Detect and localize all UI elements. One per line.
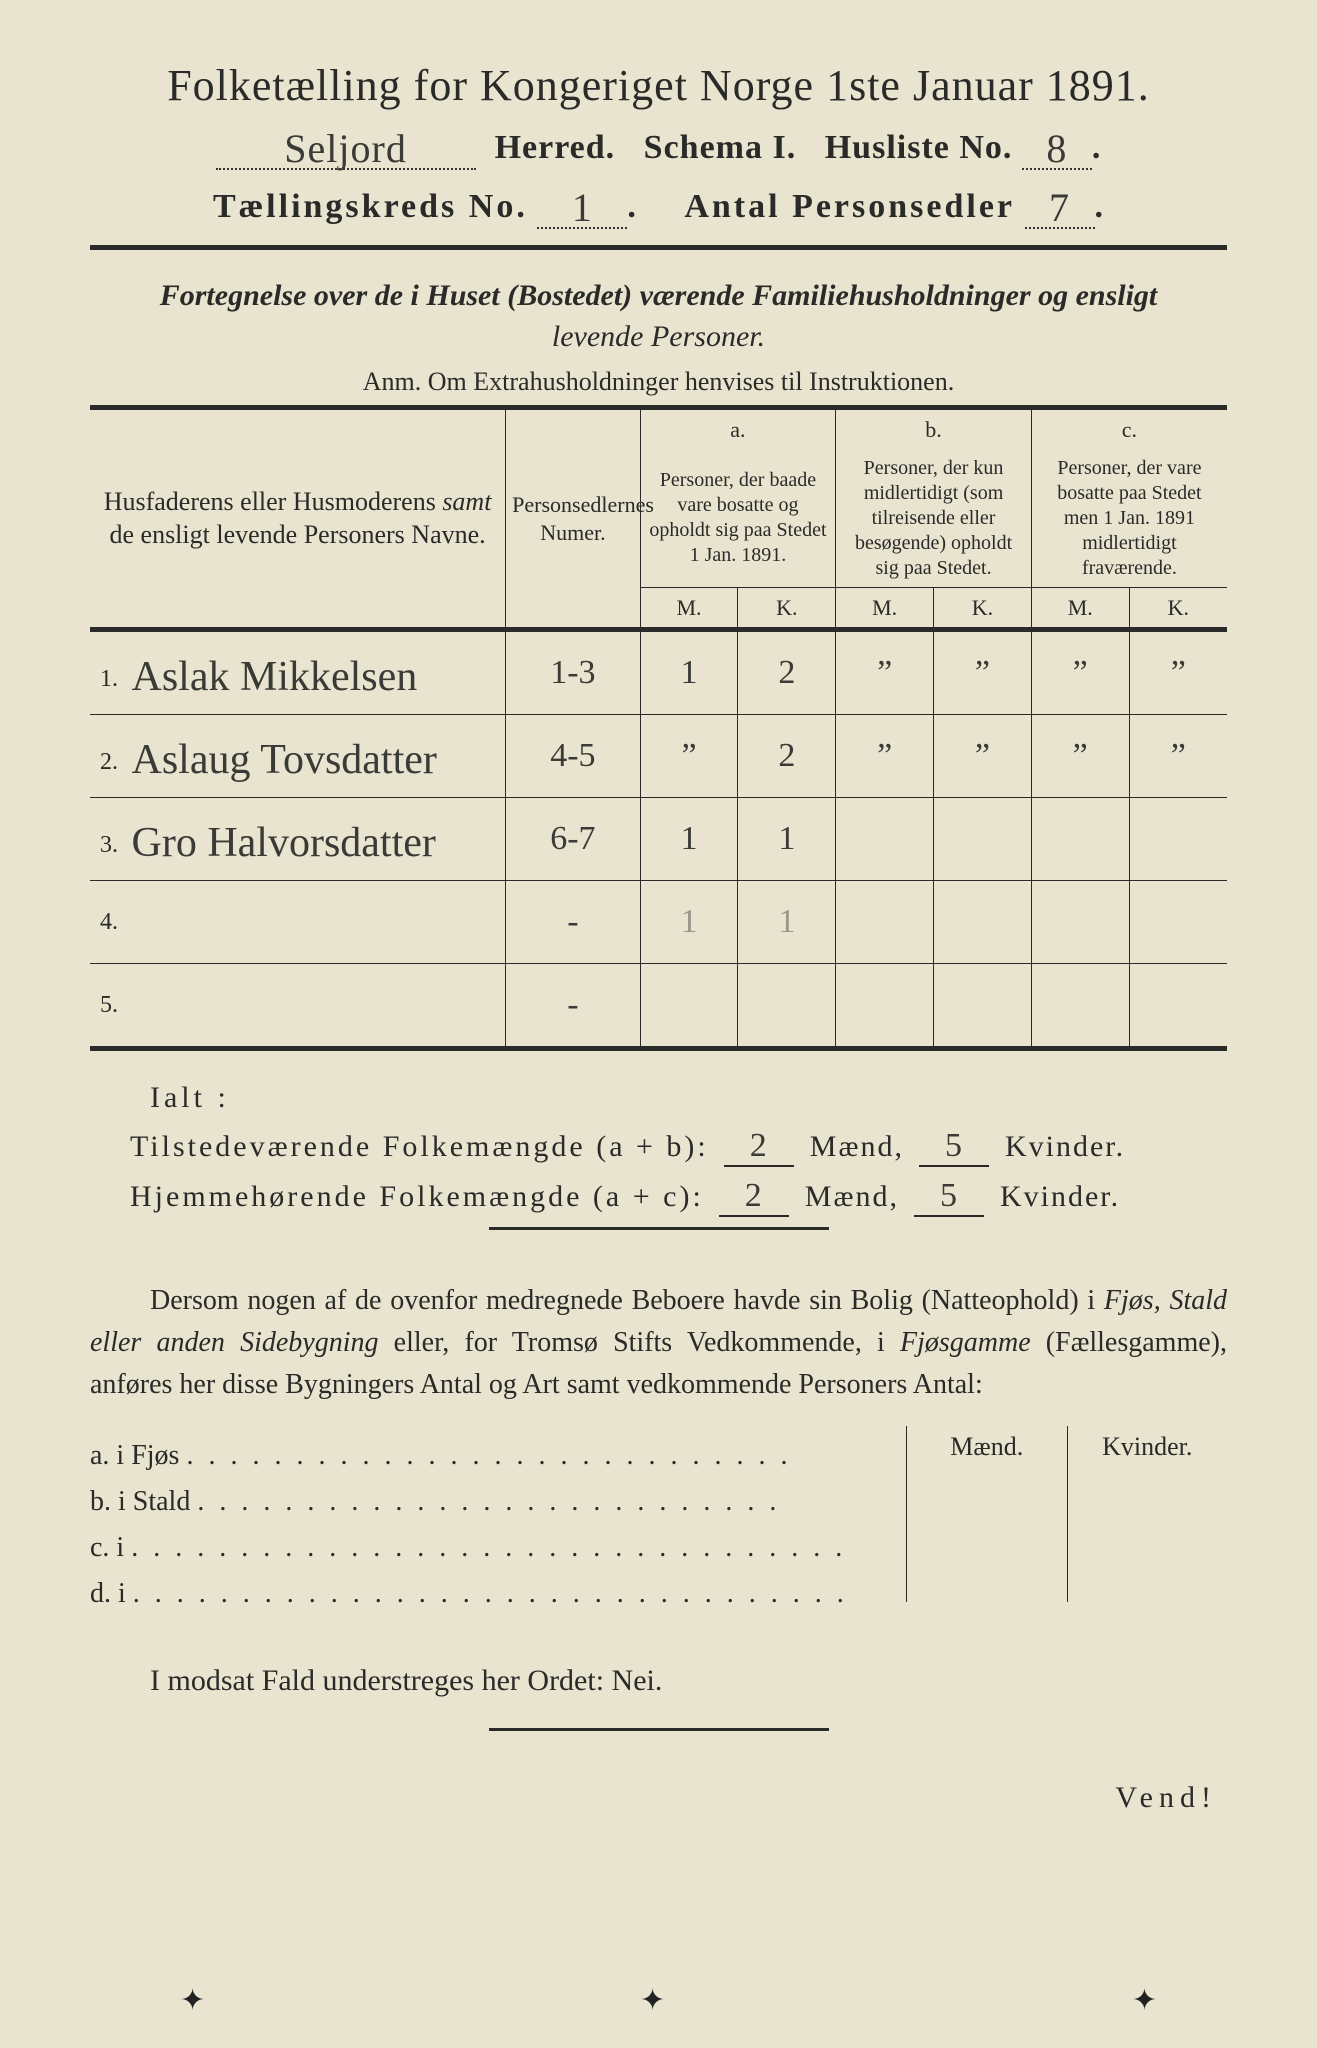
schema-label: Schema I.	[644, 129, 797, 166]
table-cell	[836, 881, 934, 964]
table-cell	[934, 964, 1032, 1047]
antal-value: 7	[1049, 184, 1070, 231]
side-col-maend: Mænd.	[907, 1426, 1068, 1602]
col-c-m: M.	[1031, 587, 1129, 630]
table-cell: 2	[738, 630, 836, 715]
kreds-value: 1	[572, 184, 593, 231]
col-a-top: a.	[640, 410, 836, 450]
table-cell: ”	[836, 630, 934, 715]
table-row-name: 2. Aslaug Tovsdatter	[90, 715, 506, 798]
col-header-b: Personer, der kun midlertidigt (som tilr…	[836, 450, 1032, 588]
table-cell: ”	[1031, 715, 1129, 798]
col-header-name: Husfaderens eller Husmoderens samt de en…	[90, 410, 506, 630]
col-a-k: K.	[738, 587, 836, 630]
table-cell: ”	[934, 630, 1032, 715]
kreds-label: Tællingskreds No.	[213, 188, 528, 225]
table-cell: ”	[1129, 630, 1227, 715]
table-cell: 1-3	[506, 630, 640, 715]
col-header-num: Personsedlernes Numer.	[506, 410, 640, 630]
table-cell: -	[506, 964, 640, 1047]
table-cell	[738, 964, 836, 1047]
kreds-field: 1	[537, 180, 627, 229]
main-table: Husfaderens eller Husmoderens samt de en…	[90, 405, 1227, 1051]
table-cell	[1031, 798, 1129, 881]
table-row-name: 5.	[90, 964, 506, 1047]
anm-note: Anm. Om Extrahusholdninger henvises til …	[90, 367, 1227, 397]
side-item-a: a. i Fjøs . . . . . . . . . . . . . . . …	[90, 1440, 906, 1472]
col-header-c: Personer, der vare bosatte paa Stedet me…	[1031, 450, 1227, 588]
side-item-c: c. i . . . . . . . . . . . . . . . . . .…	[90, 1532, 906, 1564]
table-cell: 4-5	[506, 715, 640, 798]
table-cell: 6-7	[506, 798, 640, 881]
table-cell: ”	[836, 715, 934, 798]
table-cell: 1	[738, 798, 836, 881]
antal-label: Antal Personsedler	[684, 188, 1015, 225]
tilstede-line: Tilstedeværende Folkemængde (a + b): 2 M…	[130, 1127, 1227, 1167]
table-cell	[934, 798, 1032, 881]
table-cell	[640, 964, 738, 1047]
vend-label: Vend!	[90, 1781, 1227, 1815]
table-cell	[1129, 881, 1227, 964]
header-line-3: Tællingskreds No. 1 . Antal Personsedler…	[90, 180, 1227, 229]
table-cell: 1	[640, 798, 738, 881]
table-cell: 1	[640, 881, 738, 964]
col-a-m: M.	[640, 587, 738, 630]
header-line-2: Seljord Herred. Schema I. Husliste No. 8…	[90, 121, 1227, 170]
subtitle: Fortegnelse over de i Huset (Bostedet) v…	[90, 276, 1227, 357]
table-cell	[1031, 964, 1129, 1047]
divider	[90, 245, 1227, 250]
side-building-paragraph: Dersom nogen af de ovenfor medregnede Be…	[90, 1280, 1227, 1406]
table-cell: ”	[934, 715, 1032, 798]
side-item-d: d. i . . . . . . . . . . . . . . . . . .…	[90, 1578, 906, 1610]
table-cell	[1129, 798, 1227, 881]
col-c-k: K.	[1129, 587, 1227, 630]
divider	[489, 1728, 829, 1731]
hjemme-line: Hjemmehørende Folkemængde (a + c): 2 Mæn…	[130, 1177, 1227, 1217]
side-mk-columns: Mænd. Kvinder.	[906, 1426, 1227, 1602]
table-cell: ”	[1031, 630, 1129, 715]
table-cell	[1129, 964, 1227, 1047]
table-cell: ”	[1129, 715, 1227, 798]
herred-label: Herred.	[495, 129, 616, 166]
table-row-name: 3. Gro Halvorsdatter	[90, 798, 506, 881]
hole-mark-icon: ✦	[180, 1983, 205, 2018]
col-header-a: Personer, der baade vare bosatte og opho…	[640, 450, 836, 588]
antal-field: 7	[1025, 180, 1095, 229]
divider	[489, 1227, 829, 1230]
side-building-list: a. i Fjøs . . . . . . . . . . . . . . . …	[90, 1426, 906, 1624]
table-row-name: 4.	[90, 881, 506, 964]
hole-mark-icon: ✦	[1132, 1983, 1157, 2018]
subtitle-line2: levende Personer.	[552, 320, 765, 353]
husliste-value: 8	[1046, 125, 1067, 172]
side-building-table: a. i Fjøs . . . . . . . . . . . . . . . …	[90, 1426, 1227, 1624]
herred-field: Seljord	[216, 121, 476, 170]
page-title: Folketælling for Kongeriget Norge 1ste J…	[90, 60, 1227, 111]
table-cell: 1	[738, 881, 836, 964]
table-cell: 2	[738, 715, 836, 798]
table-cell	[836, 798, 934, 881]
col-b-top: b.	[836, 410, 1032, 450]
table-row-name: 1. Aslak Mikkelsen	[90, 630, 506, 715]
col-c-top: c.	[1031, 410, 1227, 450]
side-item-b: b. i Stald . . . . . . . . . . . . . . .…	[90, 1486, 906, 1518]
table-cell	[836, 964, 934, 1047]
table-cell: 1	[640, 630, 738, 715]
husliste-field: 8	[1022, 121, 1092, 170]
hole-mark-icon: ✦	[640, 1983, 665, 2018]
col-b-m: M.	[836, 587, 934, 630]
herred-value: Seljord	[284, 125, 407, 172]
col-b-k: K.	[934, 587, 1032, 630]
table-cell	[1031, 881, 1129, 964]
nei-line: I modsat Fald understreges her Ordet: Ne…	[90, 1664, 1227, 1698]
ialt-label: Ialt :	[150, 1081, 1227, 1115]
table-cell	[934, 881, 1032, 964]
subtitle-line1: Fortegnelse over de i Huset (Bostedet) v…	[160, 279, 1158, 312]
table-cell: -	[506, 881, 640, 964]
census-form-page: Folketælling for Kongeriget Norge 1ste J…	[0, 0, 1317, 2048]
side-col-kvinder: Kvinder.	[1068, 1426, 1228, 1602]
table-cell: ”	[640, 715, 738, 798]
husliste-label: Husliste No.	[825, 129, 1013, 166]
